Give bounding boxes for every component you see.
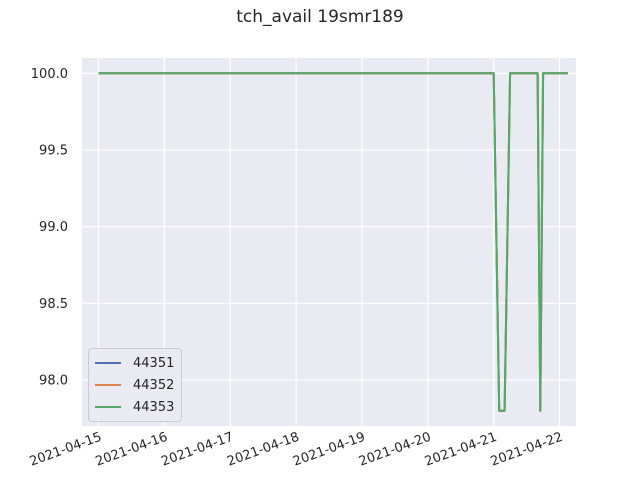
x-tick-label: 2021-04-19 [291, 430, 367, 470]
legend: 44351 44352 44353 [88, 348, 182, 422]
legend-swatch [95, 362, 121, 364]
y-tick-label: 99.5 [39, 144, 68, 159]
legend-swatch [95, 384, 121, 386]
legend-item: 44352 [89, 374, 181, 396]
x-tick-label: 2021-04-16 [94, 430, 170, 470]
chart-title: tch_avail 19smr189 [236, 7, 404, 27]
x-tick-label: 2021-04-17 [159, 430, 235, 470]
x-tick-label: 2021-04-15 [28, 430, 104, 470]
legend-label: 44352 [133, 377, 175, 393]
series-line-44353 [98, 72, 568, 412]
x-tick-label: 2021-04-20 [357, 430, 433, 470]
x-tick-label: 2021-04-21 [423, 430, 499, 470]
legend-swatch [95, 406, 121, 408]
y-tick-label: 98.0 [39, 374, 68, 389]
x-tick-label: 2021-04-18 [225, 430, 301, 470]
x-tick-label: 2021-04-22 [489, 430, 565, 470]
legend-item: 44351 [89, 352, 181, 374]
legend-label: 44351 [133, 355, 175, 371]
legend-item: 44353 [89, 396, 181, 418]
y-tick-label: 98.5 [39, 297, 68, 312]
legend-label: 44353 [133, 399, 175, 415]
y-tick-label: 99.0 [39, 220, 68, 235]
y-tick-label: 100.0 [31, 67, 68, 82]
